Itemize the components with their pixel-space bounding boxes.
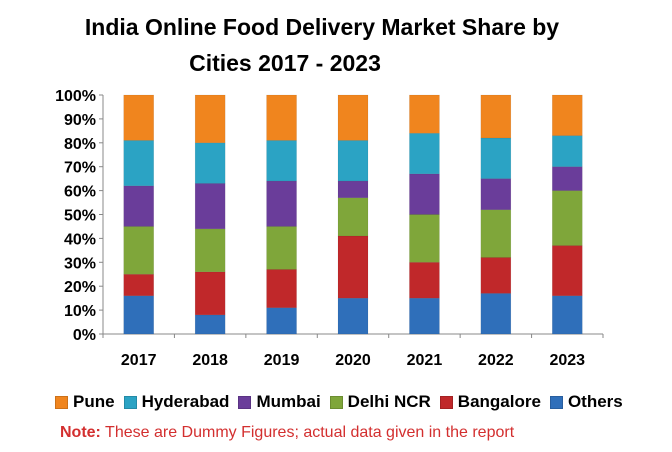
- note-text: These are Dummy Figures; actual data giv…: [100, 424, 515, 441]
- legend-label: Others: [567, 392, 623, 411]
- bar-2022-mumbai: [480, 178, 512, 210]
- bar-2017-hyderabad: [123, 140, 154, 187]
- legend-swatch: [329, 395, 343, 409]
- x-tick-label: 2017: [121, 352, 157, 369]
- legend-item-hyderabad: Hyderabad: [123, 392, 230, 412]
- chart-title-line2: Cities 2017 - 2023: [189, 50, 381, 76]
- bar-2020-others: [337, 297, 369, 335]
- bar-2021-hyderabad: [409, 132, 440, 175]
- bar-2019-pune: [266, 94, 297, 141]
- bar-2023-mumbai: [552, 166, 583, 191]
- bar-2022-hyderabad: [480, 137, 512, 179]
- legend-swatch: [549, 395, 563, 409]
- y-tick-label: 100%: [55, 88, 96, 105]
- bar-2023-pune: [552, 94, 583, 136]
- bar-2019-mumbai: [266, 180, 297, 227]
- legend-swatch: [439, 395, 453, 409]
- y-tick-label: 20%: [64, 279, 96, 296]
- y-tick-label: 60%: [64, 184, 96, 201]
- stacked-bar-chart: 0% 10% 20% 30% 40% 50% 60% 70% 80% 90% 100% 2017 201…: [55, 88, 604, 369]
- bar-2023-others: [552, 295, 583, 335]
- legend-item-delhi-ncr: Delhi NCR: [329, 392, 431, 412]
- bar-2021-bangalore: [409, 262, 440, 299]
- bar-2018-hyderabad: [194, 142, 226, 184]
- bar-2022-pune: [480, 94, 512, 139]
- y-tick-label: 30%: [64, 255, 96, 272]
- bar-2021-mumbai: [409, 173, 440, 215]
- y-tick-label: 0%: [73, 327, 96, 344]
- chart-title-line1: India Online Food Delivery Market Share …: [84, 14, 560, 40]
- bar-2021-others: [409, 297, 440, 335]
- chart-legend: Pune Hyderabad Mumbai Delhi NCR Bangalore Oth…: [55, 392, 655, 412]
- y-tick-label: 80%: [64, 136, 96, 153]
- y-tick-label: 70%: [64, 160, 96, 177]
- bar-2018-bangalore: [194, 271, 226, 316]
- bar-2017-bangalore: [123, 274, 154, 297]
- bar-2022-bangalore: [480, 257, 512, 294]
- bar-2021-delhi-ncr: [409, 214, 440, 263]
- legend-item-bangalore: Bangalore: [439, 392, 541, 412]
- y-tick-label: 10%: [64, 303, 96, 320]
- legend-item-pune: Pune: [55, 392, 115, 412]
- bar-2021-pune: [409, 94, 440, 134]
- bar-2017-mumbai: [123, 185, 154, 227]
- x-tick-label: 2018: [192, 352, 228, 369]
- bar-2020-bangalore: [337, 235, 369, 299]
- bar-2019-hyderabad: [266, 140, 297, 182]
- bar-2017-delhi-ncr: [123, 226, 154, 275]
- note-label: Note:: [60, 424, 101, 441]
- bar-2023-delhi-ncr: [552, 190, 583, 246]
- bar-2018-others: [194, 314, 226, 335]
- x-tick-label: 2021: [407, 352, 443, 369]
- legend-item-others: Others: [549, 392, 623, 412]
- legend-item-mumbai: Mumbai: [238, 392, 321, 412]
- legend-label: Pune: [73, 392, 115, 411]
- x-tick-label: 2020: [335, 352, 371, 369]
- bar-2018-pune: [194, 94, 226, 144]
- legend-label: Delhi NCR: [347, 392, 431, 411]
- bar-2018-delhi-ncr: [194, 228, 226, 273]
- bar-2023-hyderabad: [552, 135, 583, 167]
- legend-swatch: [238, 395, 252, 409]
- legend-label: Hyderabad: [141, 392, 230, 411]
- legend-label: Mumbai: [256, 392, 321, 411]
- bar-2019-delhi-ncr: [266, 226, 297, 270]
- bar-2023-bangalore: [552, 245, 583, 297]
- legend-swatch: [55, 395, 68, 409]
- bar-2019-others: [266, 307, 297, 335]
- legend-label: Bangalore: [457, 392, 541, 411]
- bar-2020-mumbai: [337, 180, 369, 199]
- x-tick-label: 2019: [264, 352, 300, 369]
- bar-2017-others: [123, 295, 154, 335]
- legend-swatch: [123, 395, 137, 409]
- x-tick-label: 2022: [478, 352, 514, 369]
- bar-2018-mumbai: [194, 183, 226, 230]
- bar-2020-pune: [337, 94, 369, 141]
- y-tick-label: 90%: [64, 112, 96, 129]
- bar-2020-delhi-ncr: [337, 197, 369, 237]
- x-tick-label: 2023: [549, 352, 585, 369]
- bar-2022-others: [480, 293, 512, 335]
- bar-2019-bangalore: [266, 269, 297, 308]
- y-tick-label: 40%: [64, 231, 96, 248]
- bar-2020-hyderabad: [337, 140, 369, 182]
- bar-2017-pune: [123, 94, 154, 141]
- y-tick-label: 50%: [64, 208, 96, 225]
- footnote: Note: These are Dummy Figures; actual da…: [60, 424, 514, 442]
- bar-2022-delhi-ncr: [480, 209, 512, 258]
